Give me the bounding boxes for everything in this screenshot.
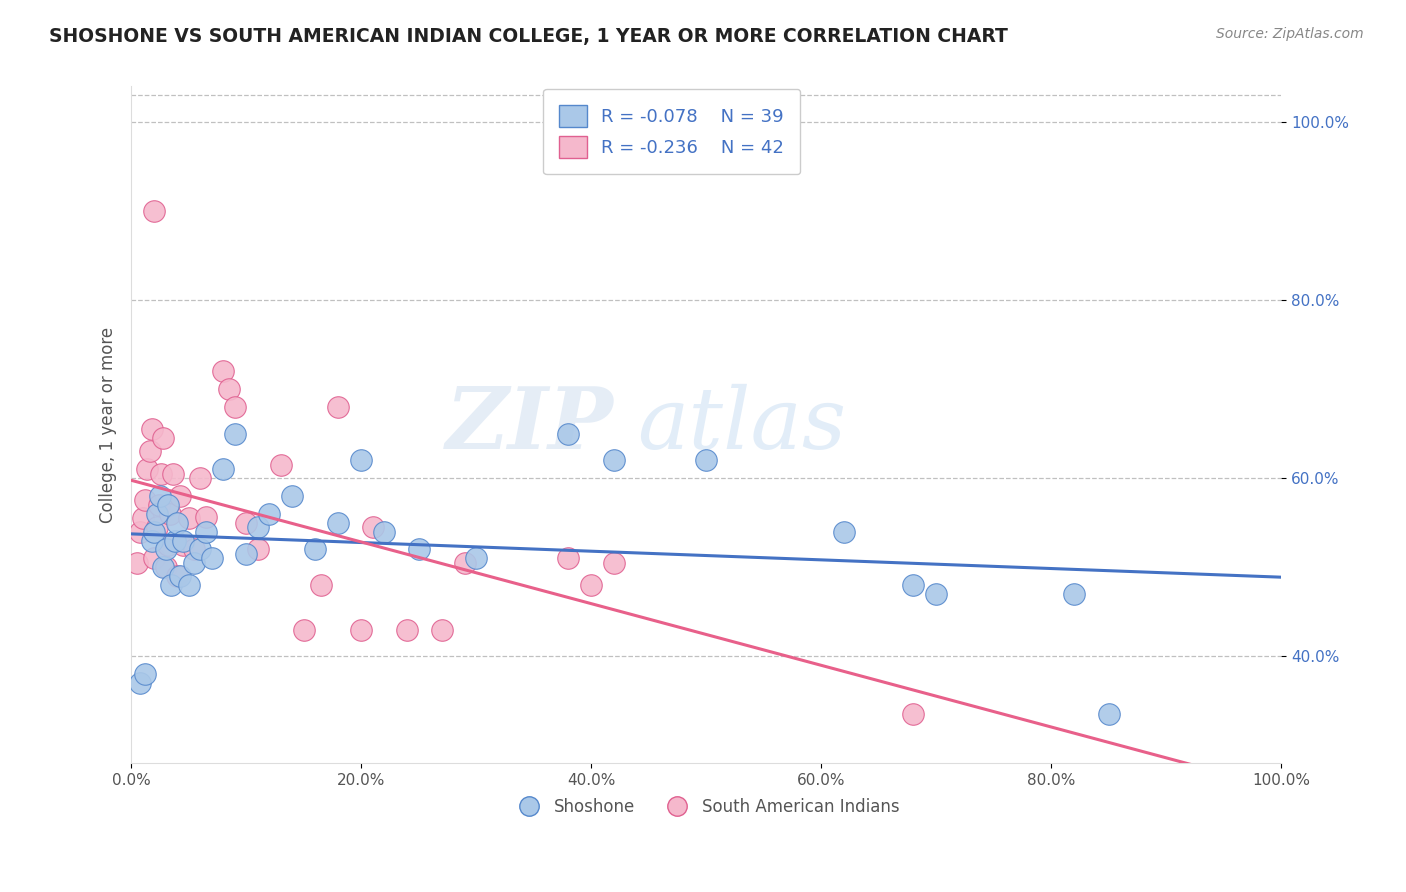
Point (145, 520, 167, 534)
Point (224, 426, 246, 441)
Point (396, 623, 419, 637)
Point (166, 516, 188, 530)
Point (235, 547, 257, 561)
Point (309, 578, 332, 592)
Point (143, 524, 166, 539)
Point (134, 667, 156, 681)
Point (292, 623, 315, 637)
Point (218, 382, 240, 396)
Point (188, 471, 211, 485)
Point (177, 511, 200, 525)
Point (430, 623, 453, 637)
Point (695, 453, 717, 467)
Point (172, 533, 194, 548)
Point (350, 453, 373, 467)
Point (361, 520, 384, 534)
Point (212, 462, 235, 476)
Point (141, 422, 163, 436)
Point (138, 444, 160, 458)
Point (143, 551, 166, 566)
Point (163, 533, 186, 548)
Point (270, 458, 292, 472)
Point (129, 676, 152, 690)
Point (166, 569, 188, 583)
Text: SHOSHONE VS SOUTH AMERICAN INDIAN COLLEGE, 1 YEAR OR MORE CORRELATION CHART: SHOSHONE VS SOUTH AMERICAN INDIAN COLLEG… (49, 27, 1008, 45)
Point (579, 578, 602, 592)
Point (155, 560, 177, 574)
Point (224, 400, 246, 414)
Point (157, 538, 180, 552)
Point (145, 507, 167, 521)
Point (454, 556, 477, 570)
Point (1063, 587, 1085, 601)
Point (152, 431, 174, 445)
Point (148, 498, 170, 512)
Point (177, 578, 200, 592)
Point (901, 578, 924, 592)
Point (157, 498, 180, 512)
Point (141, 533, 163, 548)
Point (557, 426, 579, 441)
Legend: Shoshone, South American Indians: Shoshone, South American Indians (506, 791, 907, 822)
Point (150, 467, 173, 481)
Point (152, 560, 174, 574)
Point (603, 556, 626, 570)
Point (201, 551, 224, 566)
Point (246, 542, 269, 557)
Point (603, 453, 626, 467)
Point (136, 462, 159, 476)
Text: ZIP: ZIP (446, 383, 614, 467)
Point (155, 542, 177, 557)
Point (304, 542, 326, 557)
Point (235, 516, 257, 530)
Point (149, 489, 172, 503)
Y-axis label: College, 1 year or more: College, 1 year or more (100, 326, 117, 523)
Point (169, 569, 191, 583)
Point (188, 542, 211, 557)
Point (901, 707, 924, 722)
Point (925, 587, 948, 601)
Point (172, 538, 194, 552)
Point (465, 551, 488, 566)
Point (195, 524, 218, 539)
Point (125, 556, 148, 570)
Text: Source: ZipAtlas.com: Source: ZipAtlas.com (1216, 27, 1364, 41)
Point (160, 578, 183, 592)
Point (1097, 707, 1119, 722)
Point (350, 623, 373, 637)
Point (143, 204, 166, 219)
Point (132, 511, 155, 525)
Point (557, 551, 579, 566)
Point (129, 524, 152, 539)
Point (257, 507, 280, 521)
Point (134, 493, 156, 508)
Point (246, 520, 269, 534)
Point (162, 467, 184, 481)
Point (195, 510, 218, 524)
Point (183, 542, 205, 557)
Point (408, 542, 430, 557)
Point (281, 489, 304, 503)
Point (212, 364, 235, 378)
Point (328, 516, 350, 530)
Point (328, 400, 350, 414)
Text: atlas: atlas (637, 384, 846, 467)
Point (373, 524, 395, 539)
Point (169, 489, 191, 503)
Point (183, 556, 205, 570)
Point (159, 507, 181, 521)
Point (832, 524, 855, 539)
